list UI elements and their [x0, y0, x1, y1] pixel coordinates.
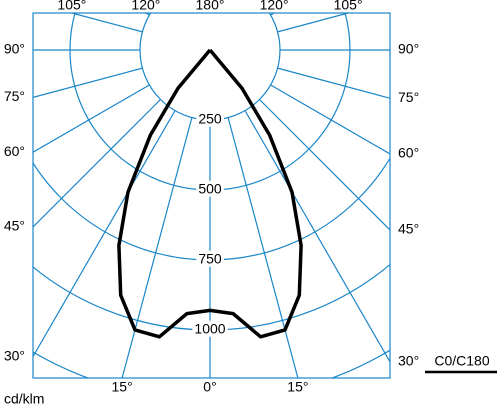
grid-spoke: [33, 84, 150, 153]
grid: [33, 13, 390, 378]
angle-tick-label: 105°: [334, 0, 363, 13]
plot-frame: [32, 12, 391, 379]
angle-tick-label: 75°: [4, 88, 25, 104]
curves: [117, 48, 303, 339]
angle-tick-label: 15°: [112, 379, 133, 395]
radial-tick-label: 250: [198, 111, 222, 127]
angle-tick-label: 105°: [57, 0, 86, 13]
grid-spoke: [33, 99, 161, 228]
grid-circle: [139, 13, 281, 121]
angle-tick-label: 30°: [398, 352, 419, 368]
angle-tick-label: 15°: [287, 379, 308, 395]
angle-tick-label: 180°: [196, 0, 225, 13]
legend: C0/C180: [425, 353, 497, 374]
grid-spoke: [277, 13, 349, 33]
labels: 105° 120° 180° 120° 105° 90° 75° 60° 45° 30° 90° 75…: [4, 0, 419, 395]
grid-spoke: [277, 67, 390, 99]
grid-spoke: [145, 13, 150, 16]
angle-tick-label: 30°: [4, 347, 25, 363]
radial-label-bg: [196, 250, 224, 267]
angle-tick-label: 0°: [203, 379, 216, 395]
unit-label: cd/klm: [4, 391, 44, 407]
angle-tick-label: 90°: [4, 41, 25, 57]
grid-spoke: [227, 117, 299, 378]
angle-tick-label: 90°: [398, 41, 419, 57]
radial-label-bg: [196, 180, 224, 197]
angle-tick-label: 75°: [398, 89, 419, 105]
intensity-curve: [117, 48, 303, 339]
grid-spoke: [33, 110, 176, 357]
grid-spoke: [33, 67, 143, 99]
radial-tick-label: 500: [198, 181, 222, 197]
grid-spoke: [270, 13, 275, 16]
radial-tick-label: 750: [198, 251, 222, 267]
grid-spoke: [259, 99, 390, 231]
legend-label: C0/C180: [434, 353, 489, 369]
radial-label-bg: [192, 320, 228, 337]
grid-spoke: [270, 84, 390, 155]
angle-tick-label: 60°: [4, 143, 25, 159]
radial-tick-label: 1000: [194, 321, 225, 337]
angle-tick-label: 45°: [4, 218, 25, 234]
angle-tick-label: 45°: [398, 221, 419, 237]
grid-spoke: [244, 110, 390, 363]
grid-spoke: [71, 13, 143, 33]
angle-tick-label: 120°: [260, 0, 289, 13]
radial-label-bg: [196, 110, 224, 127]
angle-tick-label: 120°: [131, 0, 160, 13]
grid-spoke: [121, 117, 193, 378]
angle-tick-label: 60°: [398, 145, 419, 161]
